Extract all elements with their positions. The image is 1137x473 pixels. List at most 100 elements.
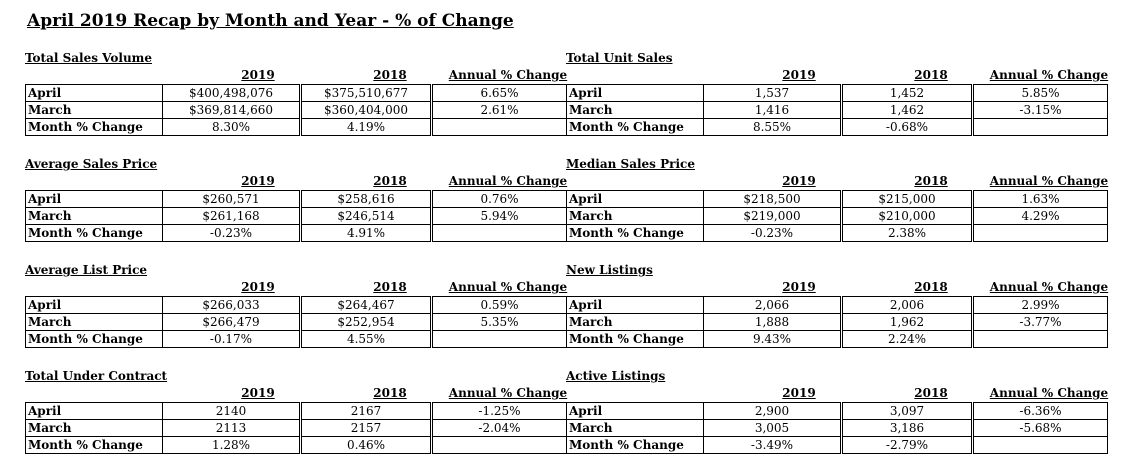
metric-table: April $218,500 $215,000 1.63% March $219,000 $… bbox=[566, 190, 1108, 242]
table-cell: $264,467 bbox=[300, 296, 433, 314]
table-row: March $266,479 $252,954 5.35% bbox=[25, 313, 567, 331]
section-title: Average List Price bbox=[25, 263, 148, 277]
table-cell: 2140 bbox=[162, 402, 302, 420]
table-cell: -0.68% bbox=[841, 118, 974, 136]
section-title: Total Unit Sales bbox=[566, 51, 673, 65]
row-label: March bbox=[25, 207, 163, 225]
table-cell: -5.68% bbox=[972, 419, 1108, 437]
table-cell: -2.04% bbox=[431, 419, 567, 437]
table-cell: -0.17% bbox=[162, 330, 302, 348]
column-header-y2018: 2018 bbox=[373, 174, 407, 188]
row-label: April bbox=[566, 190, 704, 208]
metric-table: April 2,066 2,006 2.99% March 1,888 1,962 -3.77… bbox=[566, 296, 1108, 348]
metric-table: April 1,537 1,452 5.85% March 1,416 1,462 -3.15… bbox=[566, 84, 1108, 136]
table-row: April $266,033 $264,467 0.59% bbox=[25, 296, 567, 314]
metric-section: New Listings 2019 2018 Annual % Change April… bbox=[566, 263, 1108, 359]
table-cell: 5.94% bbox=[431, 207, 567, 225]
metric-table: April 2140 2167 -1.25% March 2113 2157 -2.04% Mo… bbox=[25, 402, 567, 454]
table-cell: 2.61% bbox=[431, 101, 567, 119]
row-label: April bbox=[25, 84, 163, 102]
row-label: Month % Change bbox=[566, 118, 704, 136]
table-cell: 2167 bbox=[300, 402, 433, 420]
table-row: Month % Change 9.43% 2.24% bbox=[566, 330, 1108, 348]
column-header-y2019: 2019 bbox=[782, 280, 816, 294]
row-label: April bbox=[566, 296, 704, 314]
table-cell: $261,168 bbox=[162, 207, 302, 225]
table-row: March 2113 2157 -2.04% bbox=[25, 419, 567, 437]
metric-table: April $260,571 $258,616 0.76% March $261,168 $… bbox=[25, 190, 567, 242]
row-label: Month % Change bbox=[566, 436, 704, 454]
table-cell: 2113 bbox=[162, 419, 302, 437]
row-label: April bbox=[566, 402, 704, 420]
table-row: April 2140 2167 -1.25% bbox=[25, 402, 567, 420]
metric-table: April 2,900 3,097 -6.36% March 3,005 3,186 -5.6… bbox=[566, 402, 1108, 454]
table-row: April $218,500 $215,000 1.63% bbox=[566, 190, 1108, 208]
table-cell: -3.77% bbox=[972, 313, 1108, 331]
column-header-annual: Annual % Change bbox=[448, 174, 568, 188]
column-header-y2018: 2018 bbox=[914, 68, 948, 82]
row-label: April bbox=[25, 402, 163, 420]
table-cell bbox=[972, 224, 1108, 242]
table-cell: -1.25% bbox=[431, 402, 567, 420]
row-label: Month % Change bbox=[566, 330, 704, 348]
table-cell: $266,033 bbox=[162, 296, 302, 314]
metric-section: Median Sales Price 2019 2018 Annual % Chang… bbox=[566, 157, 1108, 253]
column-header-y2018: 2018 bbox=[914, 280, 948, 294]
row-label: Month % Change bbox=[25, 118, 163, 136]
row-label: March bbox=[566, 313, 704, 331]
table-cell: $218,500 bbox=[703, 190, 843, 208]
row-label: March bbox=[25, 101, 163, 119]
table-row: Month % Change 8.30% 4.19% bbox=[25, 118, 567, 136]
table-cell: 2,006 bbox=[841, 296, 974, 314]
section-title: Total Under Contract bbox=[25, 369, 168, 383]
table-cell: 8.30% bbox=[162, 118, 302, 136]
metric-section: Active Listings 2019 2018 Annual % Change Ap… bbox=[566, 369, 1109, 465]
section-title: Median Sales Price bbox=[566, 157, 695, 171]
table-cell: 1.63% bbox=[972, 190, 1108, 208]
table-cell: 0.76% bbox=[431, 190, 567, 208]
table-cell: $246,514 bbox=[300, 207, 433, 225]
table-row: March $261,168 $246,514 5.94% bbox=[25, 207, 567, 225]
table-cell bbox=[972, 436, 1108, 454]
table-row: March 1,888 1,962 -3.77% bbox=[566, 313, 1108, 331]
row-label: Month % Change bbox=[25, 224, 163, 242]
table-cell: 2,900 bbox=[703, 402, 843, 420]
metric-table: April $400,498,076 $375,510,677 6.65% March $… bbox=[25, 84, 567, 136]
table-cell: $258,616 bbox=[300, 190, 433, 208]
metric-section: Total Under Contract 2019 2018 Annual % Cha… bbox=[25, 369, 567, 465]
column-header-y2019: 2019 bbox=[241, 174, 275, 188]
metric-section: Average Sales Price 2019 2018 Annual % Chan… bbox=[25, 157, 568, 253]
table-cell: 4.55% bbox=[300, 330, 433, 348]
table-row: April $260,571 $258,616 0.76% bbox=[25, 190, 567, 208]
table-cell: 9.43% bbox=[703, 330, 843, 348]
column-header-y2018: 2018 bbox=[373, 280, 407, 294]
metric-section: Total Sales Volume 2019 2018 Annual % Chang… bbox=[25, 51, 568, 147]
row-label: April bbox=[566, 84, 704, 102]
table-cell: $260,571 bbox=[162, 190, 302, 208]
table-cell: 3,005 bbox=[703, 419, 843, 437]
table-cell: $252,954 bbox=[300, 313, 433, 331]
table-row: Month % Change -3.49% -2.79% bbox=[566, 436, 1108, 454]
column-header-y2019: 2019 bbox=[241, 280, 275, 294]
table-row: March $219,000 $210,000 4.29% bbox=[566, 207, 1108, 225]
column-header-y2018: 2018 bbox=[914, 174, 948, 188]
table-row: Month % Change 1.28% 0.46% bbox=[25, 436, 567, 454]
table-cell: 4.29% bbox=[972, 207, 1108, 225]
table-row: March 3,005 3,186 -5.68% bbox=[566, 419, 1108, 437]
row-label: March bbox=[566, 207, 704, 225]
column-header-y2019: 2019 bbox=[241, 68, 275, 82]
table-cell: $210,000 bbox=[841, 207, 974, 225]
column-header-y2018: 2018 bbox=[914, 386, 948, 400]
table-cell: -2.79% bbox=[841, 436, 974, 454]
column-header-annual: Annual % Change bbox=[989, 386, 1109, 400]
row-label: March bbox=[25, 313, 163, 331]
table-cell: $219,000 bbox=[703, 207, 843, 225]
table-cell: 3,097 bbox=[841, 402, 974, 420]
table-cell: $369,814,660 bbox=[162, 101, 302, 119]
table-cell bbox=[972, 330, 1108, 348]
table-cell: 0.46% bbox=[300, 436, 433, 454]
table-cell: 2.24% bbox=[841, 330, 974, 348]
page-title: April 2019 Recap by Month and Year - % o… bbox=[27, 11, 514, 31]
column-header-annual: Annual % Change bbox=[448, 68, 568, 82]
table-cell: 8.55% bbox=[703, 118, 843, 136]
